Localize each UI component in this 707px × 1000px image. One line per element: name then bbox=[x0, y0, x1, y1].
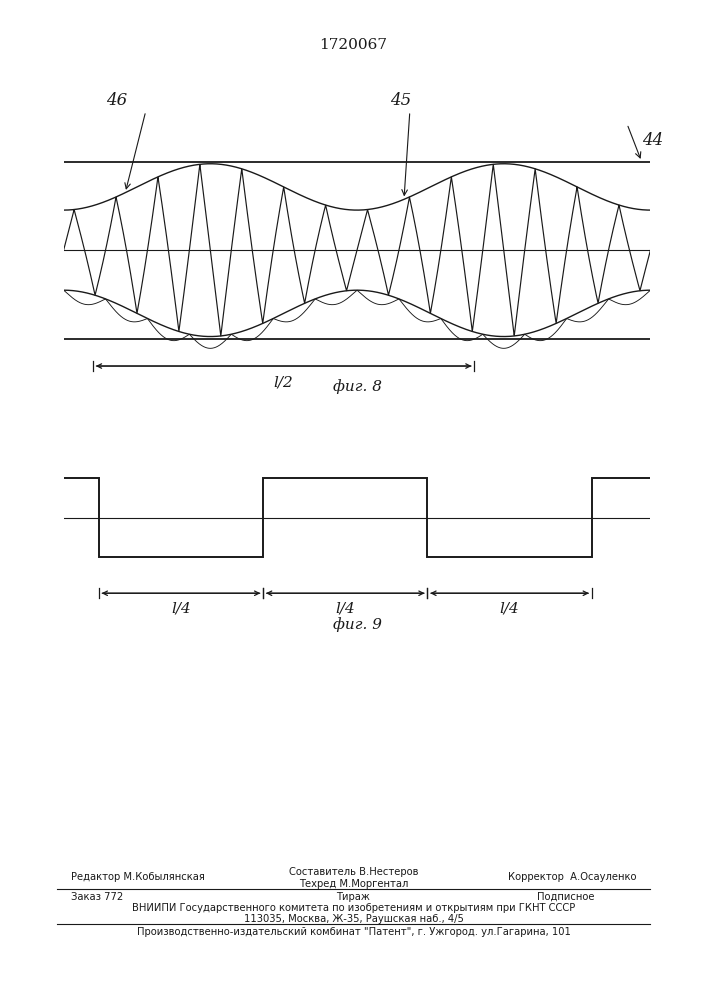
Text: Подписное: Подписное bbox=[537, 892, 595, 902]
Text: Производственно-издательский комбинат "Патент", г. Ужгород. ул.Гагарина, 101: Производственно-издательский комбинат "П… bbox=[136, 927, 571, 937]
Text: 46: 46 bbox=[106, 92, 127, 109]
Text: 113035, Москва, Ж-35, Раушская наб., 4/5: 113035, Москва, Ж-35, Раушская наб., 4/5 bbox=[244, 914, 463, 924]
Text: 45: 45 bbox=[390, 92, 411, 109]
Text: l/4: l/4 bbox=[335, 602, 355, 616]
Text: l/2: l/2 bbox=[274, 375, 293, 389]
Text: фиг. 9: фиг. 9 bbox=[332, 617, 382, 632]
Text: l/4: l/4 bbox=[171, 602, 191, 616]
Text: Редактор М.Кобылянская: Редактор М.Кобылянская bbox=[71, 872, 204, 882]
Text: l/4: l/4 bbox=[500, 602, 520, 616]
Text: ВНИИПИ Государственного комитета по изобретениям и открытиям при ГКНТ СССР: ВНИИПИ Государственного комитета по изоб… bbox=[132, 903, 575, 913]
Text: Техред М.Моргентал: Техред М.Моргентал bbox=[299, 879, 408, 889]
Text: Заказ 772: Заказ 772 bbox=[71, 892, 123, 902]
Text: фиг. 8: фиг. 8 bbox=[332, 379, 382, 394]
Text: Тираж: Тираж bbox=[337, 892, 370, 902]
Text: Составитель В.Нестеров: Составитель В.Нестеров bbox=[288, 867, 419, 877]
Text: 1720067: 1720067 bbox=[320, 38, 387, 52]
Text: Корректор  А.Осауленко: Корректор А.Осауленко bbox=[508, 872, 636, 882]
Text: 44: 44 bbox=[642, 132, 663, 149]
